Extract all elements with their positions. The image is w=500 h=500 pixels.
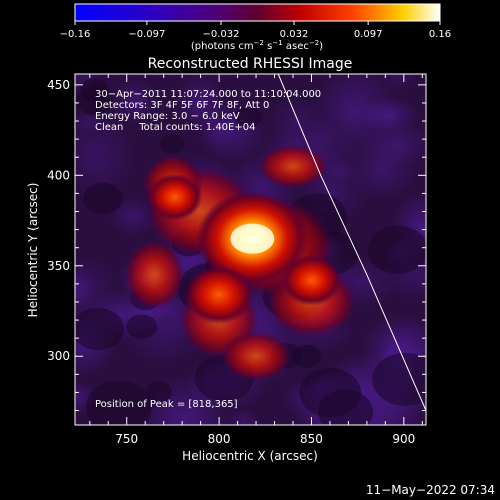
solar-limb-curve bbox=[277, 74, 426, 411]
background-dark-patch bbox=[85, 380, 152, 425]
background-blob bbox=[175, 74, 226, 131]
y-axis-ticks: 300 350 400 450 bbox=[47, 78, 426, 412]
plot-area bbox=[75, 74, 426, 425]
diffuse-emission bbox=[221, 331, 292, 382]
background-blob bbox=[109, 197, 157, 236]
background-blob bbox=[75, 255, 122, 318]
diffuse-emission bbox=[257, 144, 328, 189]
y-tick-label: 300 bbox=[47, 349, 70, 363]
background-dark-patch bbox=[126, 314, 158, 339]
x-tick-label: 750 bbox=[115, 432, 138, 446]
diffuse-emission bbox=[124, 239, 185, 310]
colorbar: −0.16 −0.097 −0.032 0.032 0.097 0.16 (photons… bbox=[60, 3, 451, 52]
plot-frame bbox=[74, 73, 427, 426]
background-dark-patch bbox=[372, 352, 426, 406]
background-dark-patch bbox=[75, 308, 125, 351]
x-tick-label: 850 bbox=[300, 432, 323, 446]
annotation-line: 30−Apr−2011 11:07:24.000 to 11:10:04.000 bbox=[95, 89, 321, 100]
footer-timestamp: 11−May−2022 07:34 bbox=[366, 483, 495, 497]
background-blob bbox=[226, 408, 261, 425]
colorbar-tick-label: −0.16 bbox=[60, 29, 91, 40]
emission-source bbox=[184, 265, 254, 325]
x-axis-label: Heliocentric X (arcsec) bbox=[182, 449, 318, 463]
x-axis-ticks: 750 800 850 900 bbox=[89, 74, 423, 446]
background-blob bbox=[346, 138, 418, 200]
emission-sources bbox=[124, 144, 357, 382]
x-tick-label: 900 bbox=[392, 432, 415, 446]
y-tick-label: 350 bbox=[47, 259, 70, 273]
background-dark-patch bbox=[83, 182, 123, 214]
colorbar-tick-label: 0.097 bbox=[354, 29, 383, 40]
background-blob bbox=[111, 78, 159, 125]
colorbar-tick-label: 0.032 bbox=[280, 29, 309, 40]
colorbar-label: (photons cm−2 s−1 asec−2) bbox=[191, 39, 323, 52]
background-dark-patch bbox=[367, 225, 426, 274]
colorbar-tick-label: 0.16 bbox=[429, 29, 451, 40]
x-tick-label: 800 bbox=[208, 432, 231, 446]
y-tick-label: 450 bbox=[47, 78, 70, 92]
annotation-line: Detectors: 3F 4F 5F 6F 7F 8F, Att 0 bbox=[95, 100, 269, 111]
y-tick-label: 400 bbox=[47, 168, 70, 182]
emission-source bbox=[281, 254, 342, 306]
colorbar-ticks: −0.16 −0.097 −0.032 0.032 0.097 0.16 bbox=[60, 21, 451, 40]
chart-title: Reconstructed RHESSI Image bbox=[148, 56, 353, 72]
peak-core bbox=[230, 223, 275, 254]
background-blob bbox=[75, 108, 136, 202]
peak-position-label: Position of Peak = [818,365] bbox=[95, 399, 238, 410]
y-axis-label: Heliocentric Y (arcsec) bbox=[26, 183, 40, 318]
emission-source bbox=[147, 173, 203, 221]
background-dark-patch bbox=[159, 133, 185, 154]
background-dark-patch bbox=[317, 389, 374, 425]
annotation-line: Clean Total counts: 1.40E+04 bbox=[95, 122, 255, 133]
annotation-block: 30−Apr−2011 11:07:24.000 to 11:10:04.000… bbox=[95, 89, 321, 133]
colorbar-tick-label: −0.097 bbox=[128, 29, 165, 40]
annotation-line: Energy Range: 3.0 − 6.0 keV bbox=[95, 111, 240, 122]
colorbar-tick-label: −0.032 bbox=[202, 29, 239, 40]
background-dark-patch bbox=[80, 78, 109, 101]
colorbar-gradient bbox=[74, 3, 441, 22]
background-dark-patch bbox=[235, 106, 263, 128]
background-dark-patch bbox=[145, 381, 173, 403]
background-blob bbox=[379, 74, 418, 91]
